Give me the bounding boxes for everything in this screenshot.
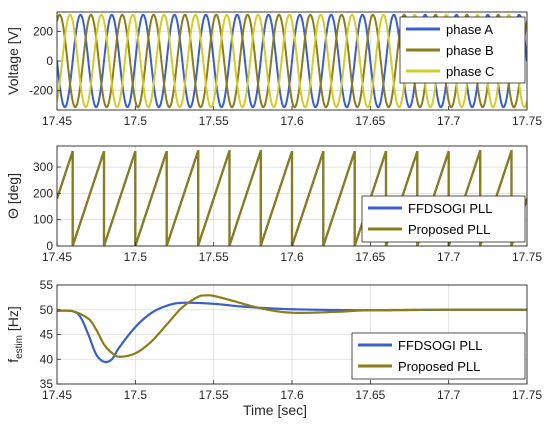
- y-tick-label: 35: [40, 377, 54, 391]
- y-axis-label: Voltage [V]: [5, 27, 21, 95]
- panel-1: 17.45 17.5 17.55 17.6 17.65 17.7 17.75 200 0 -200…: [5, 11, 542, 128]
- legend-box: [361, 195, 526, 243]
- y-tick-label: 40: [40, 352, 54, 366]
- series-line: [57, 301, 527, 364]
- x-tick-label: 17.6: [280, 114, 304, 128]
- x-tick-label: 17.45: [42, 250, 72, 264]
- y-tick-label: 0: [46, 54, 53, 68]
- y-tick-label: 50: [40, 303, 54, 317]
- x-tick-label: 17.7: [437, 114, 461, 128]
- legend-entry: Proposed PLL: [398, 359, 480, 374]
- x-tick-label: 17.6: [280, 388, 304, 402]
- x-tick-label: 17.75: [512, 250, 542, 264]
- x-tick-label: 17.6: [280, 250, 304, 264]
- x-tick-label: 17.65: [355, 388, 385, 402]
- x-tick-label: 17.75: [512, 114, 542, 128]
- x-tick-label: 17.7: [437, 250, 461, 264]
- figure-xlabel: Time [sec]: [242, 402, 308, 418]
- x-tick-label: 17.55: [199, 114, 229, 128]
- x-tick-label: 17.65: [355, 114, 385, 128]
- x-tick-label: 17.55: [199, 250, 229, 264]
- y-tick-label: -200: [29, 84, 53, 98]
- legend: FFDSOGI PLL Proposed PLL: [351, 332, 526, 380]
- x-tick-label: 17.45: [42, 388, 72, 402]
- y-tick-label: 55: [40, 278, 54, 292]
- panel-3: 17.45 17.5 17.55 17.6 17.65 17.7 17.75 55 50 45 40…: [5, 278, 542, 402]
- x-tick-label: 17.5: [124, 250, 148, 264]
- legend-entry: phase A: [446, 22, 493, 37]
- x-tick-label: 17.5: [124, 388, 148, 402]
- y-tick-label: 300: [33, 160, 53, 174]
- x-tick-label: 17.75: [512, 388, 542, 402]
- y-tick-label: 200: [33, 24, 53, 38]
- legend-entry: phase C: [446, 64, 494, 79]
- legend-entry: FFDSOGI PLL: [408, 201, 493, 216]
- x-tick-label: 17.7: [437, 388, 461, 402]
- x-tick-label: 17.55: [199, 388, 229, 402]
- y-axis-label: festim [Hz]: [5, 306, 25, 363]
- x-tick-label: 17.5: [124, 114, 148, 128]
- x-tick-label: 17.45: [42, 114, 72, 128]
- series-line: [57, 294, 527, 358]
- legend: phase A phase B phase C: [399, 16, 526, 84]
- series-line: [57, 13, 527, 109]
- legend-entry: Proposed PLL: [408, 222, 490, 237]
- legend-entry: FFDSOGI PLL: [398, 338, 483, 353]
- legend-entry: phase B: [446, 43, 494, 58]
- panel-2: 17.45 17.5 17.55 17.6 17.65 17.7 17.75 0 100 200 3…: [5, 145, 542, 264]
- y-tick-label: 200: [33, 186, 53, 200]
- series-group: [57, 294, 527, 364]
- y-tick-label: 0: [46, 239, 53, 253]
- x-tick-label: 17.65: [355, 250, 385, 264]
- legend-box: [351, 332, 526, 380]
- y-tick-label: 45: [40, 328, 54, 342]
- y-axis-label: Θ [deg]: [5, 173, 21, 219]
- legend: FFDSOGI PLL Proposed PLL: [361, 195, 526, 243]
- y-tick-label: 100: [33, 213, 53, 227]
